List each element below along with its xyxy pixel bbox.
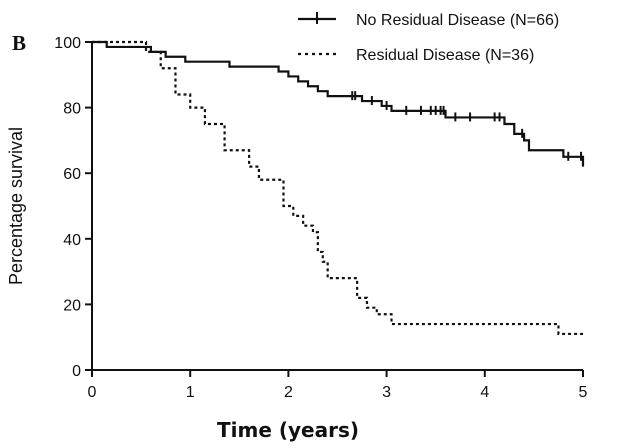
x-tick-label: 4: [480, 384, 489, 401]
y-tick-label: 100: [54, 35, 81, 52]
x-tick-label: 0: [88, 384, 97, 401]
axes: 0 1 2 3 4 5 0 20 40 60 80 100: [54, 35, 587, 401]
y-axis-title: Percentage survival: [6, 127, 26, 285]
y-tick-label: 0: [72, 363, 81, 380]
y-tick-label: 40: [63, 232, 81, 249]
x-tick-label: 3: [382, 384, 391, 401]
y-tick-label: 80: [63, 101, 81, 118]
series-line-residual: [92, 40, 583, 336]
y-tick-label: 60: [63, 166, 81, 183]
series-layer: [92, 40, 585, 336]
x-tick-label: 5: [579, 384, 588, 401]
x-tick-label: 1: [186, 384, 195, 401]
panel-label: B: [12, 31, 26, 55]
y-tick-label: 20: [63, 297, 81, 314]
legend-label-residual: Residual Disease (N=36): [356, 47, 534, 64]
x-axis-title: Time (years): [217, 418, 359, 442]
legend: No Residual Disease (N=66) Residual Disea…: [298, 12, 559, 64]
x-tick-label: 2: [284, 384, 293, 401]
legend-label-no-residual: No Residual Disease (N=66): [356, 12, 559, 29]
series-line-no-residual: [92, 40, 585, 167]
